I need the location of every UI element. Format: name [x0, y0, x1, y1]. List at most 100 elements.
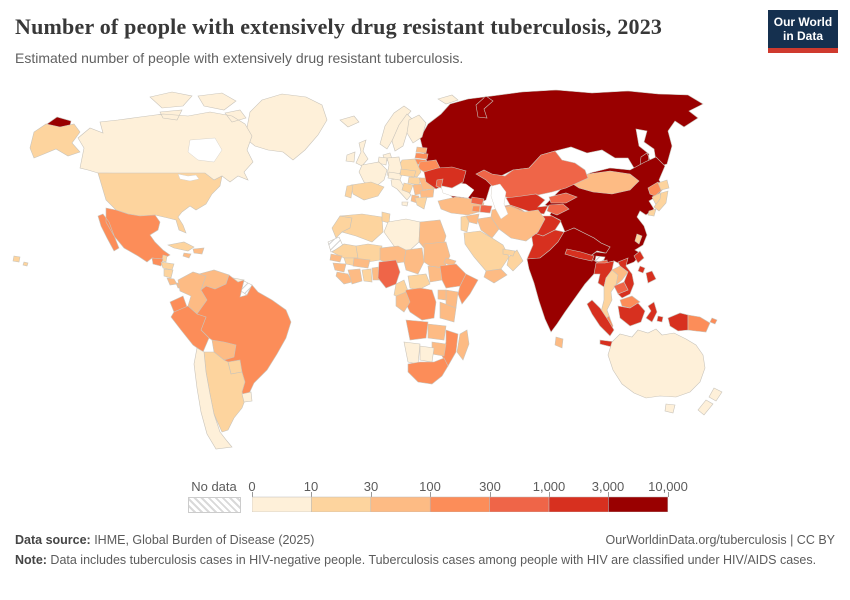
country-philippines[interactable] [633, 250, 657, 284]
data-source-label: Data source: [15, 533, 91, 547]
country-tunisia[interactable] [381, 211, 391, 224]
world-choropleth-map [12, 89, 723, 450]
legend-tick-10000: 10,000 [648, 479, 688, 494]
legend-bin-30-100[interactable] [370, 496, 431, 512]
country-botswana[interactable] [419, 345, 435, 363]
country-canada[interactable] [77, 91, 254, 183]
country-papua-new-guinea[interactable] [687, 314, 718, 333]
country-finland[interactable] [406, 114, 427, 144]
rights-link[interactable]: OurWorldinData.org/tuberculosis | CC BY [605, 533, 836, 547]
country-switzerland-austria[interactable] [387, 171, 403, 181]
country-sierra-leone-liberia[interactable] [335, 271, 353, 285]
country-costa-rica[interactable] [166, 277, 178, 286]
legend-color-bar [252, 492, 669, 512]
country-armenia[interactable] [471, 205, 481, 213]
note-label: Note: [15, 553, 47, 567]
country-mexico[interactable] [97, 207, 171, 263]
legend-bin-300-1000[interactable] [489, 496, 550, 512]
country-svalbard[interactable] [437, 94, 459, 105]
country-norway[interactable] [379, 105, 412, 150]
legend-tick-1000: 1,000 [532, 479, 566, 494]
country-peru[interactable] [170, 305, 210, 353]
country-estonia[interactable] [415, 146, 428, 154]
country-hawaii[interactable] [12, 255, 29, 267]
country-croatia-bosnia[interactable] [401, 182, 414, 194]
map-legend: No data 0 10 30 100 300 1,000 3,000 10,0… [0, 479, 850, 517]
country-saudi-arabia[interactable] [463, 230, 510, 272]
legend-no-data-swatch[interactable] [188, 497, 241, 513]
country-chad[interactable] [403, 247, 425, 275]
country-namibia[interactable] [403, 341, 421, 365]
country-greece[interactable] [414, 196, 428, 210]
country-moldova[interactable] [435, 178, 444, 189]
data-source-text: IHME, Global Burden of Disease (2025) [90, 533, 315, 547]
country-bulgaria[interactable] [419, 188, 435, 199]
country-vietnam[interactable] [617, 257, 635, 299]
country-honduras[interactable] [160, 261, 175, 271]
country-congo-gabon[interactable] [395, 291, 411, 313]
great-lakes [177, 173, 200, 182]
country-jordan-israel[interactable] [460, 215, 470, 233]
country-latvia[interactable] [414, 152, 429, 160]
country-kyrgyzstan[interactable] [548, 192, 578, 204]
country-madagascar[interactable] [456, 329, 470, 361]
country-nicaragua[interactable] [163, 268, 174, 279]
country-ivory-coast[interactable] [347, 268, 363, 285]
country-new-zealand[interactable] [697, 387, 723, 416]
country-portugal[interactable] [344, 184, 354, 199]
country-south-africa[interactable] [407, 357, 449, 385]
country-guatemala[interactable] [151, 257, 164, 267]
country-iceland[interactable] [339, 115, 360, 128]
country-uae-qatar[interactable] [502, 248, 516, 257]
country-morocco[interactable] [331, 215, 353, 239]
country-ghana[interactable] [361, 268, 373, 283]
legend-bin-1000-3000[interactable] [548, 496, 609, 512]
note-text: Data includes tuberculosis cases in HIV-… [46, 553, 817, 567]
country-japan[interactable] [647, 179, 670, 217]
country-azerbaijan[interactable] [479, 204, 493, 214]
country-libya[interactable] [383, 218, 421, 253]
legend-tick-300: 300 [479, 479, 501, 494]
chart-footer: Data source: IHME, Global Burden of Dise… [15, 533, 835, 569]
country-senegal[interactable] [329, 253, 343, 263]
legend-bin-10-30[interactable] [311, 496, 372, 512]
data-source-line: Data source: IHME, Global Burden of Dise… [15, 533, 314, 547]
owid-logo[interactable]: Our World in Data [768, 10, 838, 53]
country-cambodia[interactable] [613, 281, 629, 295]
country-taiwan[interactable] [634, 233, 643, 245]
country-czech-slovakia[interactable] [399, 168, 417, 178]
country-ukraine[interactable] [423, 166, 467, 190]
country-angola[interactable] [405, 319, 429, 341]
country-guinea[interactable] [332, 262, 347, 273]
country-alaska[interactable] [29, 123, 81, 159]
country-chile[interactable] [193, 347, 233, 450]
country-spain[interactable] [350, 181, 385, 201]
country-jamaica[interactable] [182, 252, 192, 259]
country-nepal[interactable] [564, 248, 595, 262]
country-algeria[interactable] [339, 213, 384, 243]
country-iraq[interactable] [476, 216, 500, 239]
country-cuba[interactable] [167, 241, 195, 252]
country-ireland[interactable] [345, 151, 356, 163]
country-greenland[interactable] [244, 93, 328, 161]
country-car[interactable] [407, 273, 431, 291]
country-hispaniola[interactable] [192, 247, 205, 255]
legend-bin-0-10[interactable] [252, 496, 312, 512]
country-uruguay[interactable] [241, 391, 253, 403]
legend-tick-100: 100 [419, 479, 441, 494]
legend-tick-0: 0 [248, 479, 256, 494]
country-uganda[interactable] [437, 289, 447, 301]
country-tajikistan[interactable] [546, 203, 570, 216]
country-yemen[interactable] [483, 268, 508, 284]
country-australia[interactable] [607, 328, 706, 414]
country-sri-lanka[interactable] [554, 336, 564, 349]
legend-bin-3000-10000[interactable] [608, 496, 669, 512]
country-burkina-faso[interactable] [352, 257, 371, 269]
hudson-bay [187, 137, 223, 163]
country-sudan[interactable] [423, 241, 451, 269]
country-france[interactable] [358, 161, 388, 189]
country-zambia[interactable] [427, 323, 447, 341]
legend-bin-100-300[interactable] [429, 496, 490, 512]
country-tanzania[interactable] [439, 301, 457, 323]
country-uk[interactable] [355, 139, 369, 167]
